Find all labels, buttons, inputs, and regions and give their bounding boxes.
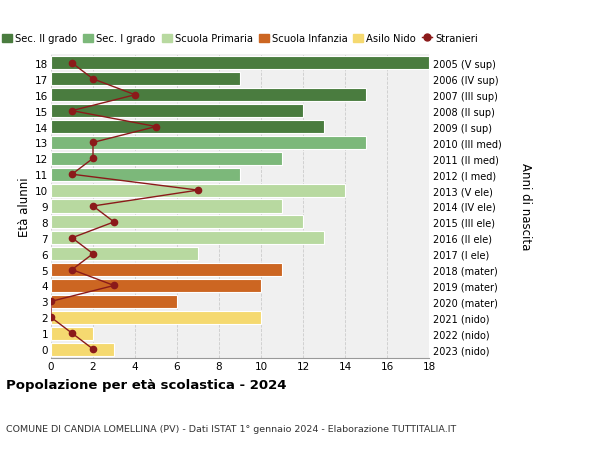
Bar (51, 200, 282, 213)
Bar (51, 247, 198, 261)
Bar (51, 280, 261, 292)
Bar (51, 343, 114, 356)
Bar (51, 216, 303, 229)
Bar (51, 89, 366, 102)
Y-axis label: Età alunni: Età alunni (18, 177, 31, 236)
Bar (51, 57, 429, 70)
Text: Popolazione per età scolastica - 2024: Popolazione per età scolastica - 2024 (6, 379, 287, 392)
Text: COMUNE DI CANDIA LOMELLINA (PV) - Dati ISTAT 1° gennaio 2024 - Elaborazione TUTT: COMUNE DI CANDIA LOMELLINA (PV) - Dati I… (6, 425, 456, 434)
Bar (51, 137, 366, 150)
Bar (51, 184, 345, 197)
Bar (51, 311, 261, 324)
Bar (51, 152, 282, 166)
Bar (51, 105, 303, 118)
Legend: Sec. II grado, Sec. I grado, Scuola Primaria, Scuola Infanzia, Asilo Nido, Stran: Sec. II grado, Sec. I grado, Scuola Prim… (2, 34, 478, 44)
Bar (51, 295, 177, 308)
Bar (51, 121, 324, 134)
Y-axis label: Anni di nascita: Anni di nascita (518, 163, 532, 250)
Bar (51, 73, 240, 86)
Bar (51, 263, 282, 276)
Bar (51, 327, 93, 340)
Bar (51, 232, 324, 245)
Bar (51, 168, 240, 181)
